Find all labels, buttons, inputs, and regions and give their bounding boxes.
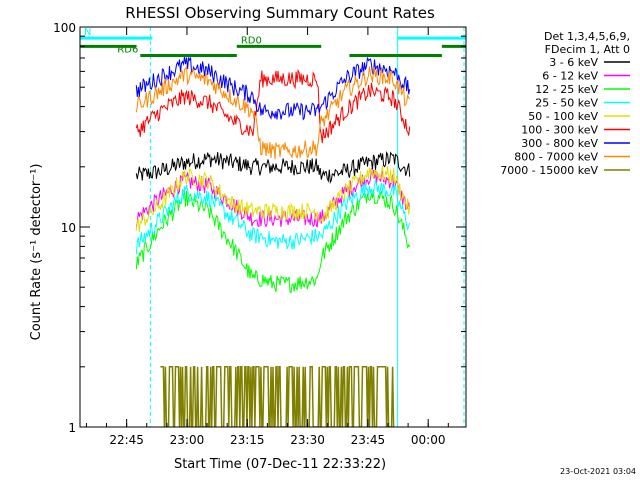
legend-header-1: FDecim 1, Att 0 [545, 43, 630, 56]
legend-label-8: 7000 - 15000 keV [500, 164, 598, 177]
series-7000-15000kev [160, 366, 395, 427]
series-3-6kev [135, 150, 411, 185]
x-tick-label-2: 23:15 [230, 433, 265, 447]
series-100-300kev [135, 68, 411, 144]
timestamp: 23-Oct-2021 03:04 [560, 467, 636, 476]
x-tick-label-0: 22:45 [109, 433, 144, 447]
x-tick-label-4: 23:45 [351, 433, 386, 447]
series-line-6 [135, 56, 411, 121]
x-axis: 22:45 23:00 23:15 23:30 23:45 00:00 [85, 27, 449, 447]
series-line-4 [135, 165, 411, 233]
series-line-3 [135, 179, 411, 255]
legend-label-2: 12 - 25 keV [535, 83, 598, 96]
annotation-label-rd6: RD6 [117, 45, 138, 56]
legend-label-6: 300 - 800 keV [521, 137, 598, 150]
series-800-7000kev [135, 64, 411, 160]
x-tick-label-3: 23:30 [290, 433, 325, 447]
chart-title: RHESSI Observing Summary Count Rates [125, 4, 435, 22]
plot-area [80, 27, 466, 427]
legend-label-5: 100 - 300 keV [521, 124, 598, 137]
series-line-5 [135, 68, 411, 144]
y-axis-label: Count Rate (s⁻¹ detector⁻¹) [29, 164, 44, 341]
y-tick-label-1: 10 [61, 221, 76, 235]
legend-header-0: Det 1,3,4,5,6,9, [544, 30, 630, 43]
series-25-50kev [135, 179, 411, 255]
annotation-label-n: N [84, 27, 91, 38]
legend-label-0: 3 - 6 keV [549, 56, 598, 69]
legend-label-1: 6 - 12 keV [542, 70, 598, 83]
series-50-100kev [135, 165, 411, 233]
annotation-label-rd0: RD0 [241, 35, 262, 46]
y-tick-label-2: 100 [53, 21, 76, 35]
x-axis-label: Start Time (07-Dec-11 22:33:22) [174, 457, 386, 472]
y-tick-label-0: 1 [68, 421, 76, 435]
legend-label-7: 800 - 7000 keV [514, 151, 598, 164]
x-tick-label-5: 00:00 [411, 433, 446, 447]
y-axis: 1 10 100 [53, 21, 466, 435]
series-line-0 [135, 150, 411, 185]
legend: Det 1,3,4,5,6,9,FDecim 1, Att 03 - 6 keV… [500, 30, 630, 177]
series-line-8 [160, 366, 395, 427]
legend-label-4: 50 - 100 keV [528, 110, 598, 123]
legend-label-3: 25 - 50 keV [535, 97, 598, 110]
series-300-800kev [135, 56, 411, 121]
series-line-7 [135, 64, 411, 160]
x-tick-label-1: 23:00 [170, 433, 205, 447]
